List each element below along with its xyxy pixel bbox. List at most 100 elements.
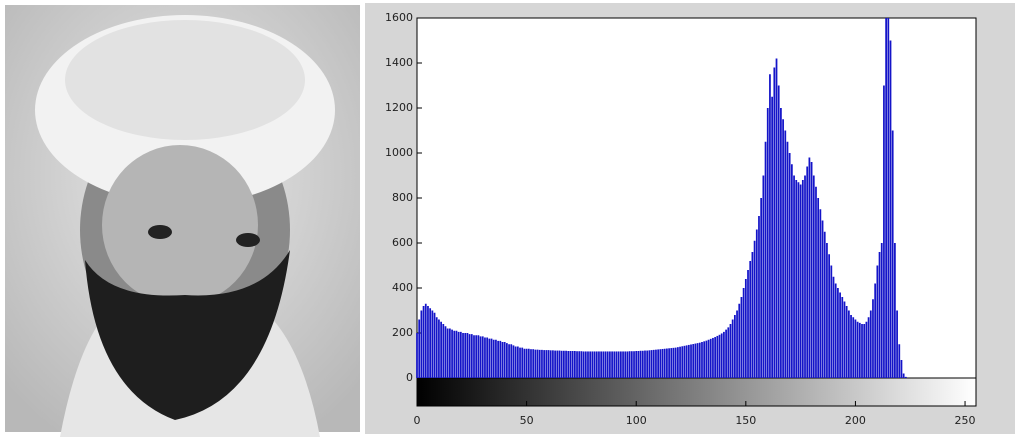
bar (470, 334, 473, 378)
bar (731, 319, 734, 378)
bar (852, 317, 855, 378)
bar (769, 74, 771, 378)
bar (532, 349, 535, 378)
bar (578, 351, 581, 378)
x-tick-label: 200 (845, 414, 866, 427)
bar (672, 347, 675, 378)
bar (790, 164, 793, 378)
bar (633, 351, 635, 378)
x-tick-label: 250 (955, 414, 976, 427)
photo (5, 5, 360, 437)
bar (435, 317, 438, 378)
bar (530, 349, 532, 378)
bar (826, 243, 828, 378)
colorbar (416, 377, 977, 407)
bar (900, 360, 903, 378)
bar (475, 335, 478, 378)
bar (683, 345, 686, 378)
bar (657, 349, 660, 378)
bar (847, 310, 850, 378)
bar (749, 261, 752, 378)
bar (784, 130, 787, 378)
bar (584, 351, 587, 378)
bar (418, 319, 421, 378)
bar (696, 343, 699, 378)
bar (455, 330, 458, 378)
bar (661, 348, 664, 378)
bar (679, 346, 681, 378)
bar (420, 310, 423, 378)
bar (819, 209, 822, 378)
bar (843, 301, 846, 378)
bar (801, 180, 804, 378)
bar (646, 350, 649, 378)
bar (718, 334, 721, 378)
bar (477, 335, 480, 378)
bar (797, 182, 800, 378)
bar (554, 350, 556, 378)
bar (562, 350, 565, 378)
bar (429, 308, 432, 378)
bar (668, 348, 670, 378)
bar (576, 351, 578, 378)
bar (867, 317, 870, 378)
bar (898, 344, 901, 378)
bar (896, 310, 898, 378)
bar (856, 321, 859, 378)
bar (876, 265, 879, 378)
y-tick-label: 600 (392, 236, 413, 249)
bar (580, 351, 583, 378)
bar (560, 350, 563, 378)
bar (440, 321, 442, 378)
y-tick-label: 200 (392, 326, 413, 339)
bar (655, 349, 657, 378)
y-tick-label: 1400 (385, 56, 413, 69)
bar (788, 153, 791, 378)
bar (635, 351, 638, 378)
bar (573, 351, 576, 378)
y-tick-label: 400 (392, 281, 413, 294)
bar (626, 351, 629, 378)
bar (617, 351, 620, 378)
bar (830, 265, 833, 378)
bar (479, 336, 482, 378)
bar (845, 306, 848, 378)
bar (565, 350, 567, 378)
bar (602, 351, 605, 378)
bar (545, 350, 548, 378)
bar (887, 18, 890, 378)
bar (600, 351, 603, 378)
bar (598, 351, 600, 378)
bar (466, 333, 469, 378)
bar (837, 288, 839, 378)
bar (850, 315, 852, 378)
x-tick-label: 150 (735, 414, 756, 427)
bar (650, 350, 653, 378)
bar (670, 348, 673, 378)
bar (619, 351, 622, 378)
bar (747, 270, 749, 378)
bar (777, 85, 780, 378)
bar (771, 96, 774, 378)
x-tick-label: 0 (414, 414, 421, 427)
bar (481, 336, 484, 378)
bar (628, 351, 631, 378)
x-tick-label: 100 (626, 414, 647, 427)
bar (495, 339, 497, 378)
bar (891, 130, 894, 378)
bar (569, 351, 572, 378)
bar (666, 348, 668, 378)
bar (488, 338, 491, 378)
bar (839, 292, 841, 378)
bar (874, 283, 877, 378)
bar (639, 350, 642, 378)
bar (751, 252, 754, 378)
bar (512, 345, 515, 378)
bar (902, 373, 905, 378)
bar (676, 347, 679, 378)
y-tick-label: 1600 (385, 11, 413, 24)
bar (519, 347, 521, 378)
bar (865, 321, 868, 378)
bar (806, 166, 809, 378)
